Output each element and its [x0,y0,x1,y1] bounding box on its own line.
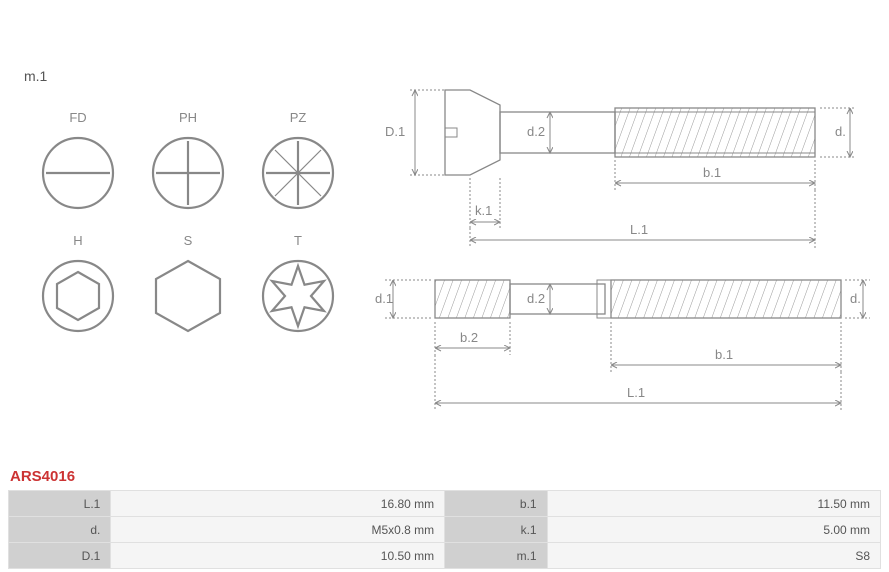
drive-label: FD [69,110,86,125]
m1-label: m.1 [24,68,47,84]
drive-torx-drive: T [258,233,338,336]
drive-type-grid: FD PH PZ H S T [38,110,338,356]
stud-side-view: d.1 d.2 d. b.2 b.1 L.1 [375,280,870,410]
screw-side-view: D.1 d.2 d. k.1 b.1 L.1 [385,90,855,248]
hex-socket-drive-icon [38,256,118,336]
drive-label: PZ [290,110,307,125]
dim-b2: b.2 [460,330,478,345]
dim-d: d. [835,124,846,139]
dim-D1: D.1 [385,124,405,139]
diagram-area: m.1 FD PH PZ H S T [0,0,889,450]
drive-slot-drive: FD [38,110,118,213]
drive-label: S [184,233,193,248]
spec-value: S8 [547,543,880,569]
phillips-drive-icon [148,133,228,213]
spec-value: 10.50 mm [111,543,445,569]
drive-phillips-drive: PH [148,110,228,213]
spec-value: 16.80 mm [111,491,445,517]
drive-label: H [73,233,82,248]
dim-b1: b.1 [703,165,721,180]
drive-label: PH [179,110,197,125]
drive-pozidriv-drive: PZ [258,110,338,213]
spec-label: d. [9,517,111,543]
hex-external-drive-icon [148,256,228,336]
dim-d-stud: d. [850,291,861,306]
spec-label: b.1 [445,491,547,517]
spec-label: k.1 [445,517,547,543]
table-row: L.116.80 mmb.111.50 mm [9,491,881,517]
dim-L1-stud: L.1 [627,385,645,400]
table-row: D.110.50 mmm.1S8 [9,543,881,569]
spec-value: 11.50 mm [547,491,880,517]
drive-hex-external-drive: S [148,233,228,336]
dim-d1: d.1 [375,291,393,306]
dim-L1: L.1 [630,222,648,237]
spec-label: D.1 [9,543,111,569]
spec-value: M5x0.8 mm [111,517,445,543]
spec-label: L.1 [9,491,111,517]
spec-label: m.1 [445,543,547,569]
part-number: ARS4016 [10,468,75,485]
dim-d2: d.2 [527,124,545,139]
dim-k1: k.1 [475,203,492,218]
torx-drive-icon [258,256,338,336]
spec-value: 5.00 mm [547,517,880,543]
pozidriv-drive-icon [258,133,338,213]
table-row: d.M5x0.8 mmk.15.00 mm [9,517,881,543]
drive-hex-socket-drive: H [38,233,118,336]
dim-b1-stud: b.1 [715,347,733,362]
drive-label: T [294,233,302,248]
dim-d2-stud: d.2 [527,291,545,306]
screw-technical-drawing: D.1 d.2 d. k.1 b.1 L.1 [375,60,875,420]
spec-table: L.116.80 mmb.111.50 mmd.M5x0.8 mmk.15.00… [8,490,881,569]
slot-drive-icon [38,133,118,213]
